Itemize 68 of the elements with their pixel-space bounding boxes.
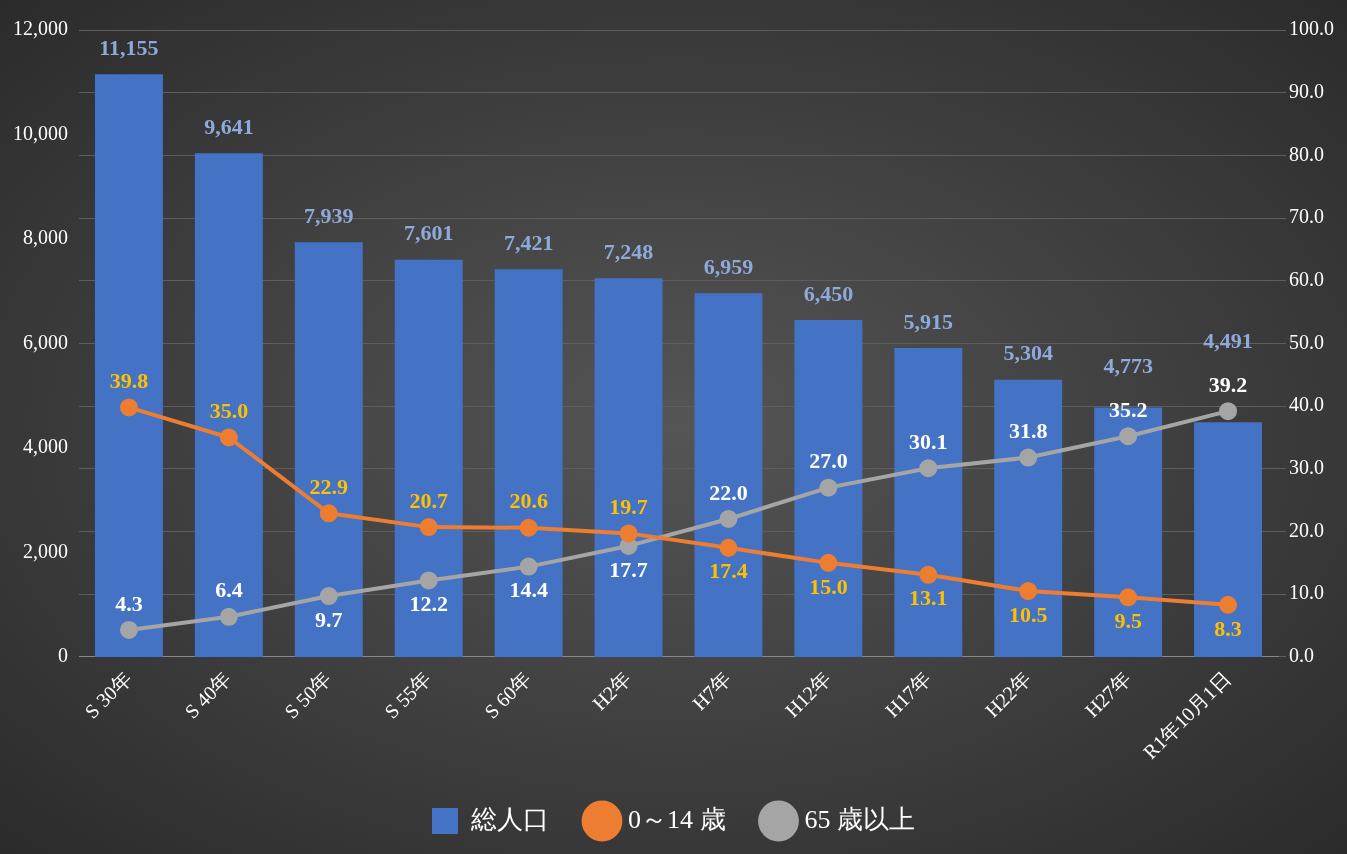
data-label: 13.1 (909, 585, 948, 611)
x-tick-label: S 30年 (80, 667, 136, 723)
y2-tick-label: 20.0 (1289, 518, 1324, 541)
data-label: 12.2 (409, 591, 448, 617)
data-label: 4.3 (115, 590, 143, 616)
legend-label: 0～14 歳 (628, 804, 726, 834)
data-label: 6,959 (703, 254, 754, 280)
x-tick-label: S 55年 (380, 667, 436, 723)
data-label: 27.0 (809, 448, 848, 474)
data-label: 14.4 (509, 577, 548, 603)
y2-tick-label: 30.0 (1289, 456, 1324, 479)
y2-tick-label: 50.0 (1289, 330, 1324, 353)
y-tick-label: 10,000 (13, 121, 68, 144)
data-label: 5,304 (1003, 340, 1053, 366)
data-label: 39.8 (109, 368, 149, 394)
data-label: 35.0 (209, 398, 249, 424)
y2-tick-label: 70.0 (1289, 205, 1324, 228)
data-label: 7,421 (503, 229, 554, 255)
data-label: 9.5 (1114, 608, 1142, 634)
data-label: 9,641 (204, 113, 254, 139)
data-label: 6,450 (803, 280, 854, 306)
y2-tick-label: 40.0 (1289, 393, 1324, 416)
y-tick-label: 4,000 (23, 435, 68, 458)
y2-tick-label: 100.0 (1289, 17, 1334, 40)
y-tick-label: 0 (58, 644, 68, 667)
x-tick-label: H2年 (588, 667, 636, 715)
x-tick-label: H7年 (688, 667, 735, 715)
data-label: 22.9 (309, 474, 349, 500)
x-tick-label: H27年 (1080, 667, 1135, 722)
x-tick-label: H17年 (880, 667, 935, 722)
y2-tick-label: 80.0 (1289, 142, 1324, 165)
data-label: 15.0 (809, 573, 848, 599)
y-tick-label: 12,000 (13, 17, 68, 40)
data-label: 22.0 (709, 479, 748, 505)
y2-tick-label: 10.0 (1289, 581, 1324, 604)
data-label: 4,491 (1203, 327, 1253, 353)
data-label: 4,773 (1103, 352, 1153, 378)
x-tick-label: S 40年 (180, 667, 236, 723)
data-label: 7,601 (403, 220, 454, 246)
y-tick-label: 8,000 (23, 226, 68, 249)
legend-label: 総人口 (470, 804, 549, 834)
data-label: 8.3 (1214, 615, 1242, 641)
data-label: 7,939 (304, 202, 354, 228)
x-tick-label: R1年10月1日 (1138, 667, 1235, 764)
y2-tick-label: 60.0 (1289, 268, 1324, 290)
data-label: 10.5 (1008, 601, 1048, 627)
x-tick-label: H22年 (980, 667, 1035, 722)
data-label: 7,248 (603, 238, 654, 264)
data-label: 20.6 (509, 488, 548, 514)
data-label: 17.4 (709, 558, 748, 584)
data-label: 39.2 (1208, 371, 1248, 397)
data-label: 11,155 (99, 34, 159, 60)
data-label: 17.7 (609, 556, 648, 582)
y2-tick-label: 0.0 (1289, 644, 1314, 667)
y-tick-label: 6,000 (23, 330, 68, 353)
data-label: 20.7 (409, 487, 448, 513)
data-label: 30.1 (909, 428, 948, 454)
y-tick-label: 2,000 (23, 539, 68, 562)
legend-label: 65 歳以上 (804, 804, 915, 834)
y2-tick-label: 90.0 (1289, 79, 1324, 102)
data-label: 6.4 (215, 577, 243, 603)
data-label: 5,915 (903, 308, 954, 334)
data-label: 9.7 (315, 606, 343, 632)
x-tick-label: H12年 (780, 667, 835, 722)
x-tick-label: S 50年 (280, 667, 336, 723)
data-label: 19.7 (609, 494, 648, 520)
data-label: 31.8 (1008, 418, 1048, 444)
x-tick-label: S 60年 (479, 667, 536, 723)
